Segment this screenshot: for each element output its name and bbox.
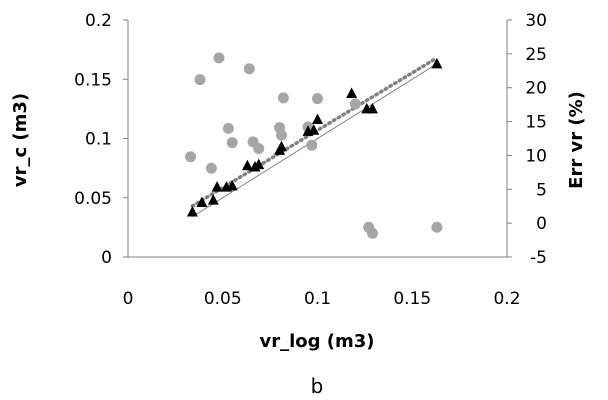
y2-tick-label: 20 xyxy=(525,79,547,99)
x-tick-label: 0.15 xyxy=(393,289,431,309)
y-tick-label: 0.15 xyxy=(74,70,112,90)
triangle-point xyxy=(196,196,208,207)
chart-caption: b xyxy=(311,374,324,398)
y-tick-label: 0.05 xyxy=(74,189,112,209)
circle-point xyxy=(275,129,287,141)
circle-point xyxy=(194,74,206,86)
x-axis-ticks: 0 0.05 0.1 0.15 0.2 xyxy=(123,289,521,309)
x-tick-label: 0.2 xyxy=(493,289,520,309)
triangle-point xyxy=(253,158,265,170)
x-axis-title: vr_log (m3) xyxy=(259,331,374,352)
circle-point xyxy=(205,162,217,174)
y-tick-label: 0 xyxy=(101,248,112,268)
triangle-point xyxy=(226,179,238,191)
y-tick-label: 0.1 xyxy=(85,130,112,150)
triangle-point xyxy=(431,57,443,69)
y2-tick-label: 25 xyxy=(525,45,547,65)
x-tick-label: 0.05 xyxy=(204,289,242,309)
triangle-point xyxy=(186,205,198,217)
circle-point xyxy=(243,63,255,75)
triangle-series xyxy=(186,57,443,217)
y2-axis-ticks: -5 0 5 10 15 20 25 30 xyxy=(507,11,547,268)
triangle-point xyxy=(211,181,223,192)
y2-tick-label: 15 xyxy=(525,113,547,133)
triangle-point xyxy=(308,124,320,135)
circle-point xyxy=(222,122,234,134)
y2-tick-label: -5 xyxy=(530,248,547,268)
y2-tick-label: 10 xyxy=(525,146,547,166)
y-tick-label: 0.2 xyxy=(85,11,112,31)
y-axis-ticks: 0 0.05 0.1 0.15 0.2 xyxy=(74,11,128,268)
y2-tick-label: 0 xyxy=(536,214,547,234)
circle-series xyxy=(185,52,443,239)
circle-point xyxy=(306,139,318,151)
triangle-point xyxy=(312,113,323,125)
triangle-point xyxy=(275,140,287,152)
circle-point xyxy=(431,221,443,233)
triangle-point xyxy=(241,159,253,171)
circle-point xyxy=(213,52,225,64)
y-axis-title: vr_c (m3) xyxy=(10,93,31,187)
circle-point xyxy=(312,93,323,105)
circle-point xyxy=(349,98,361,110)
x-tick-label: 0.1 xyxy=(304,289,331,309)
y2-axis-title: Err vr (%) xyxy=(566,91,587,189)
reference-lines xyxy=(190,56,439,218)
circle-point xyxy=(185,151,197,163)
circle-point xyxy=(366,227,378,239)
y2-tick-label: 30 xyxy=(525,11,547,31)
triangle-point xyxy=(366,102,378,114)
circle-point xyxy=(277,92,289,104)
circle-point xyxy=(226,137,238,149)
y2-tick-label: 5 xyxy=(536,180,547,200)
circle-point xyxy=(253,143,265,155)
identity-line xyxy=(192,63,438,218)
x-tick-label: 0 xyxy=(123,289,134,309)
triangle-point xyxy=(207,194,219,205)
triangle-point xyxy=(346,87,358,98)
